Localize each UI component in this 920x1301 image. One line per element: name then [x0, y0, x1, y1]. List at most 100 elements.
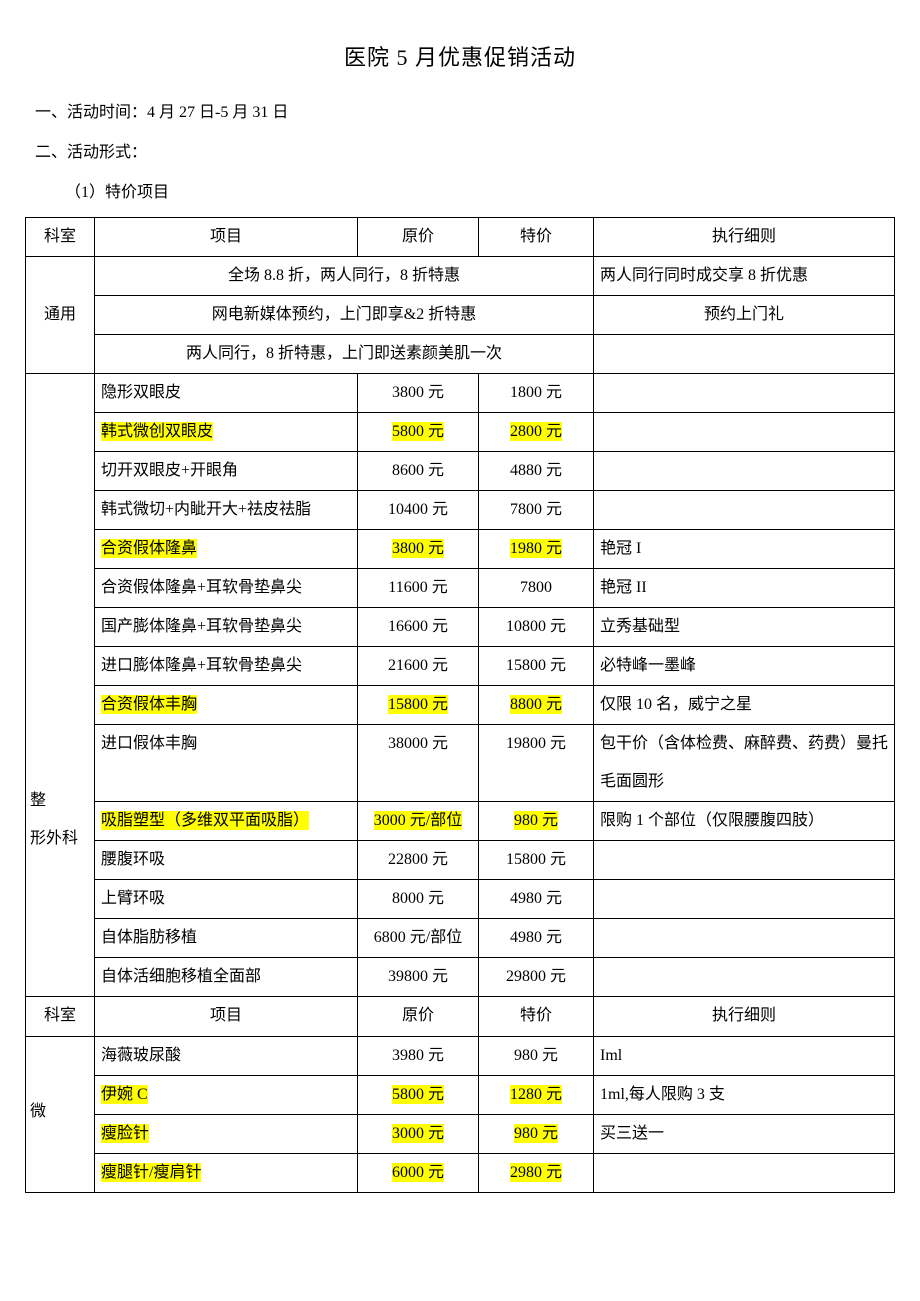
table-row-note	[594, 374, 894, 413]
table-row-item: 腰腹环吸	[95, 841, 357, 880]
plastic-orig: 3800 元5800 元8600 元10400 元3800 元11600 元16…	[358, 374, 479, 997]
table-row-sale: 8800 元	[479, 686, 593, 725]
table-row-sale: 2800 元	[479, 413, 593, 452]
table-row-item: 隐形双眼皮	[95, 374, 357, 413]
table-row-item: 吸脂塑型（多维双平面吸脂）	[95, 802, 357, 841]
table-row-item: 合资假体隆鼻+耳软骨垫鼻尖	[95, 569, 357, 608]
row-micro: 微 海薇玻尿酸伊婉 C瘦脸针瘦腿针/瘦肩针 3980 元5800 元3000 元…	[26, 1036, 895, 1192]
table-row-note: 限购 1 个部位（仅限腰腹四肢）	[594, 802, 894, 841]
micro-items: 海薇玻尿酸伊婉 C瘦脸针瘦腿针/瘦肩针	[95, 1036, 358, 1192]
table-row-item: 韩式微切+内眦开大+祛皮祛脂	[95, 491, 357, 530]
table-row-orig: 3800 元	[358, 374, 478, 413]
header-item-2: 项目	[95, 997, 358, 1036]
general-r3: 两人同行，8 折特惠，上门即送素颜美肌一次	[95, 335, 593, 373]
table-row-sale: 980 元	[479, 1115, 593, 1154]
table-row-note	[594, 958, 894, 996]
table-row-sale: 1980 元	[479, 530, 593, 569]
header-dept: 科室	[26, 218, 95, 257]
dept-micro: 微	[26, 1036, 95, 1192]
general-r1: 全场 8.8 折，两人同行，8 折特惠	[95, 257, 593, 296]
table-row-item: 自体脂肪移植	[95, 919, 357, 958]
table-row-sale: 7800 元	[479, 491, 593, 530]
table-row-sale: 10800 元	[479, 608, 593, 647]
table-row-item: 进口假体丰胸	[95, 725, 357, 802]
table-row-orig: 22800 元	[358, 841, 478, 880]
table-row-note: 艳冠 II	[594, 569, 894, 608]
dept-plastic: 整 形外科	[26, 374, 95, 997]
table-row-orig: 16600 元	[358, 608, 478, 647]
dept-general: 通用	[26, 257, 95, 374]
table-row-item: 合资假体隆鼻	[95, 530, 357, 569]
table-row-note: 必特峰一墨峰	[594, 647, 894, 686]
table-row-orig: 5800 元	[358, 413, 478, 452]
header-sale-2: 特价	[479, 997, 594, 1036]
micro-sale: 980 元1280 元980 元2980 元	[479, 1036, 594, 1192]
general-notes-cell: 两人同行同时成交享 8 折优惠 预约上门礼	[594, 257, 895, 374]
micro-note: Iml1ml,每人限购 3 支买三送一	[594, 1036, 895, 1192]
table-row-orig: 21600 元	[358, 647, 478, 686]
table-row-note	[594, 1154, 894, 1192]
table-row-note	[594, 880, 894, 919]
header-item: 项目	[95, 218, 358, 257]
general-r3-note	[594, 335, 894, 373]
promo-table: 科室 项目 原价 特价 执行细则 通用 全场 8.8 折，两人同行，8 折特惠 …	[25, 217, 895, 1193]
table-row-sale: 2980 元	[479, 1154, 593, 1192]
header-note: 执行细则	[594, 218, 895, 257]
micro-orig: 3980 元5800 元3000 元6000 元	[358, 1036, 479, 1192]
header-note-2: 执行细则	[594, 997, 895, 1036]
plastic-note: 艳冠 I艳冠 II立秀基础型必特峰一墨峰仅限 10 名，威宁之星包干价（含体检费…	[594, 374, 895, 997]
page-title: 医院 5 月优惠促销活动	[25, 40, 895, 72]
table-row-orig: 15800 元	[358, 686, 478, 725]
table-row-note: 1ml,每人限购 3 支	[594, 1076, 894, 1115]
section-time: 一、活动时间：4 月 27 日-5 月 31 日	[35, 97, 895, 129]
table-row-note: 买三送一	[594, 1115, 894, 1154]
table-row-sale: 4980 元	[479, 880, 593, 919]
table-row-sale: 19800 元	[479, 725, 593, 802]
table-row-sale: 4880 元	[479, 452, 593, 491]
table-row-orig: 10400 元	[358, 491, 478, 530]
table-row-orig: 5800 元	[358, 1076, 478, 1115]
table-row-sale: 15800 元	[479, 841, 593, 880]
table-row-orig: 3000 元	[358, 1115, 478, 1154]
table-row-sale: 1800 元	[479, 374, 593, 413]
table-row-item: 瘦腿针/瘦肩针	[95, 1154, 357, 1192]
table-row-note: Iml	[594, 1037, 894, 1076]
table-row-item: 伊婉 C	[95, 1076, 357, 1115]
table-row-item: 切开双眼皮+开眼角	[95, 452, 357, 491]
table-row-sale: 980 元	[479, 802, 593, 841]
table-row-orig: 39800 元	[358, 958, 478, 996]
table-row-note: 仅限 10 名，威宁之星	[594, 686, 894, 725]
table-row-orig: 6800 元/部位	[358, 919, 478, 958]
table-row-orig: 3980 元	[358, 1037, 478, 1076]
table-row-item: 进口膨体隆鼻+耳软骨垫鼻尖	[95, 647, 357, 686]
row-plastic: 整 形外科 隐形双眼皮韩式微创双眼皮切开双眼皮+开眼角韩式微切+内眦开大+祛皮祛…	[26, 374, 895, 997]
table-row-orig: 8000 元	[358, 880, 478, 919]
general-r2: 网电新媒体预约，上门即享&2 折特惠	[95, 296, 593, 335]
plastic-sale: 1800 元2800 元4880 元7800 元1980 元780010800 …	[479, 374, 594, 997]
table-row-note: 包干价（含体检费、麻醉费、药费）曼托毛面圆形	[594, 725, 894, 802]
table-row-note	[594, 491, 894, 530]
table-row-item: 上臂环吸	[95, 880, 357, 919]
plastic-items: 隐形双眼皮韩式微创双眼皮切开双眼皮+开眼角韩式微切+内眦开大+祛皮祛脂合资假体隆…	[95, 374, 358, 997]
table-row-item: 合资假体丰胸	[95, 686, 357, 725]
table-row-item: 海薇玻尿酸	[95, 1037, 357, 1076]
general-r2-note: 预约上门礼	[594, 296, 894, 335]
table-row-sale: 1280 元	[479, 1076, 593, 1115]
table-header-row: 科室 项目 原价 特价 执行细则	[26, 218, 895, 257]
table-row-note	[594, 452, 894, 491]
table-row-note	[594, 841, 894, 880]
table-row-note: 立秀基础型	[594, 608, 894, 647]
table-row-note	[594, 919, 894, 958]
sub-special: （1）特价项目	[65, 177, 895, 209]
table-row-sale: 4980 元	[479, 919, 593, 958]
table-row-sale: 29800 元	[479, 958, 593, 996]
table-row-item: 自体活细胞移植全面部	[95, 958, 357, 996]
table-row-sale: 15800 元	[479, 647, 593, 686]
header-sale: 特价	[479, 218, 594, 257]
table-row-item: 韩式微创双眼皮	[95, 413, 357, 452]
table-row-orig: 6000 元	[358, 1154, 478, 1192]
table-row-orig: 3800 元	[358, 530, 478, 569]
table-row-item: 瘦脸针	[95, 1115, 357, 1154]
general-items-cell: 全场 8.8 折，两人同行，8 折特惠 网电新媒体预约，上门即享&2 折特惠 两…	[95, 257, 594, 374]
table-row-note	[594, 413, 894, 452]
